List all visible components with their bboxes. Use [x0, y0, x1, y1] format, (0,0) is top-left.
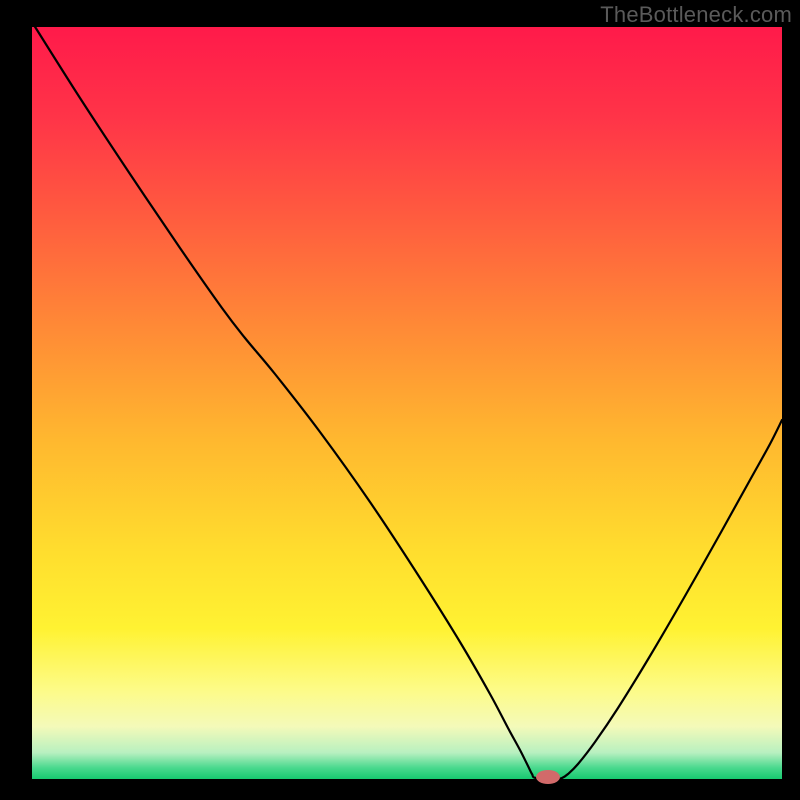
- bottleneck-chart: [0, 0, 800, 800]
- optimal-marker: [536, 770, 560, 784]
- chart-container: TheBottleneck.com: [0, 0, 800, 800]
- plot-background: [32, 27, 782, 779]
- watermark-text: TheBottleneck.com: [600, 2, 792, 28]
